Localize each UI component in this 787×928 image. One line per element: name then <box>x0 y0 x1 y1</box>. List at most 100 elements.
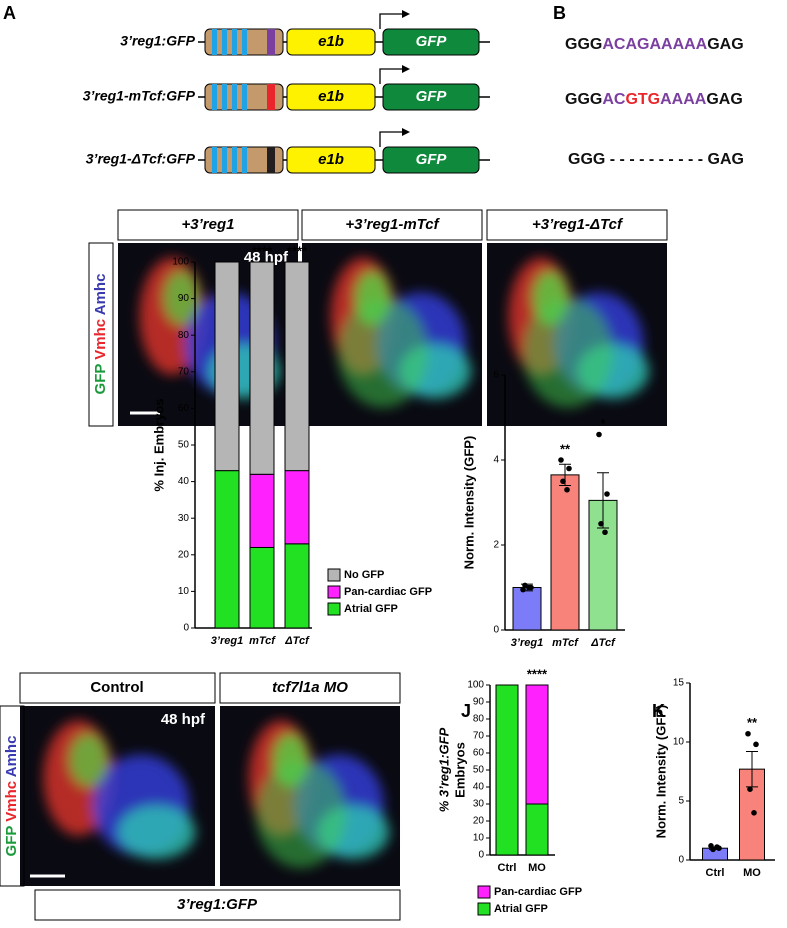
panel-letter: B <box>553 3 566 23</box>
binding-site <box>212 147 217 173</box>
y-tick-label: 40 <box>178 476 190 487</box>
y-tick-label: 40 <box>473 782 485 793</box>
bar-segment <box>284 470 310 545</box>
promoter-label: e1b <box>318 88 344 105</box>
stain-frame <box>88 242 114 427</box>
data-point <box>598 520 604 527</box>
legend-label: Atrial GFP <box>344 603 398 615</box>
tcf-site <box>267 147 275 173</box>
significance: **** <box>287 243 308 258</box>
construct-label: 3’reg1-ΔTcf:GFP <box>86 151 196 167</box>
image-header: +3’reg1-ΔTcf <box>532 216 624 233</box>
x-tick-label: mTcf <box>552 637 579 649</box>
data-point <box>602 529 608 536</box>
y-tick-label: 70 <box>473 731 485 742</box>
bar-segment <box>214 470 240 629</box>
y-tick-label: 10 <box>673 737 685 748</box>
y-tick-label: 30 <box>178 513 190 524</box>
x-tick-label: Ctrl <box>706 867 725 879</box>
y-tick-label: 100 <box>467 680 484 691</box>
y-tick-label: 5 <box>678 796 684 807</box>
tss-arrow <box>379 13 402 29</box>
panel-letter: J <box>461 701 471 721</box>
legend-swatch <box>327 585 341 599</box>
tissue-blob <box>68 733 108 787</box>
tissue-blob <box>117 805 196 859</box>
bar-segment <box>525 684 549 805</box>
image-header: Control <box>90 679 143 696</box>
stain-part: GFP <box>3 822 20 857</box>
arrowhead <box>402 65 410 73</box>
bar <box>550 474 580 631</box>
significance: ** <box>747 715 758 730</box>
sequence-part: AAAA <box>660 91 707 108</box>
legend-label: Pan-cardiac GFP <box>494 886 582 898</box>
binding-site <box>222 147 227 173</box>
data-point <box>753 741 759 748</box>
binding-site <box>242 147 247 173</box>
bar-segment <box>495 684 519 856</box>
legend-label: Atrial GFP <box>494 903 548 915</box>
bar-segment <box>249 546 275 629</box>
binding-site <box>212 84 217 110</box>
arrowhead <box>402 128 410 136</box>
legend-swatch <box>327 568 341 582</box>
construct-label: 3’reg1-mTcf:GFP <box>83 88 196 104</box>
significance: **** <box>252 243 273 258</box>
tss-arrow <box>379 68 402 84</box>
tcf-site <box>267 84 275 110</box>
header-box <box>117 209 299 241</box>
sequence-part: GGG - - - - - - - - - - GAG <box>568 151 744 168</box>
y-tick-label: 80 <box>178 330 190 341</box>
header-box <box>219 672 401 704</box>
y-tick-label: 60 <box>473 748 485 759</box>
stain-label: GFP Vmhc Amhc <box>3 736 20 857</box>
significance: **** <box>527 666 548 681</box>
binding-site <box>212 29 217 55</box>
bar-segment <box>249 261 275 475</box>
legend-swatch <box>477 885 491 899</box>
binding-site <box>232 147 237 173</box>
sequence: GGG - - - - - - - - - - GAG <box>568 151 744 168</box>
tissue <box>43 720 196 859</box>
data-point <box>560 478 566 485</box>
header-box <box>301 209 483 241</box>
promoter-box <box>286 146 376 174</box>
error-bar <box>746 750 758 788</box>
promoter-label: e1b <box>318 151 344 168</box>
y-axis-label: Embryos <box>452 742 467 798</box>
y-tick-label: 20 <box>473 816 485 827</box>
y-tick-label: 30 <box>473 799 485 810</box>
data-point <box>747 786 753 792</box>
y-axis-label: % 3’reg1:GFP <box>436 727 451 812</box>
y-tick-label: 90 <box>178 293 190 304</box>
legend-swatch <box>477 902 491 916</box>
reporter-label: GFP <box>416 151 448 168</box>
y-axis-label: Norm. Intensity (GFP) <box>653 705 668 839</box>
footer-box <box>34 889 401 921</box>
y-tick-label: 70 <box>178 366 190 377</box>
sequence: GGGACGTGAAAAGAG <box>565 91 743 108</box>
promoter-box <box>286 28 376 56</box>
x-tick-label: ΔTcf <box>590 637 616 649</box>
stain-part: GFP <box>92 360 109 395</box>
y-tick-label: 0 <box>183 623 189 634</box>
stain-part: Amhc <box>3 736 20 778</box>
x-tick-label: MO <box>743 867 761 879</box>
error-bar <box>597 472 609 529</box>
promoter-label: e1b <box>318 33 344 50</box>
y-tick-label: 50 <box>178 440 190 451</box>
y-tick-label: 80 <box>473 714 485 725</box>
sequence-part: GTG <box>625 91 660 108</box>
significance: ** <box>560 441 571 456</box>
y-tick-label: 0 <box>678 855 684 866</box>
y-tick-label: 60 <box>178 403 190 414</box>
tissue <box>330 257 472 408</box>
data-point <box>564 486 570 493</box>
y-tick-label: 4 <box>493 455 499 466</box>
binding-site <box>242 29 247 55</box>
bar-segment <box>525 803 549 856</box>
sequence-part: GGG <box>565 91 602 108</box>
gfp-blob <box>523 297 613 408</box>
